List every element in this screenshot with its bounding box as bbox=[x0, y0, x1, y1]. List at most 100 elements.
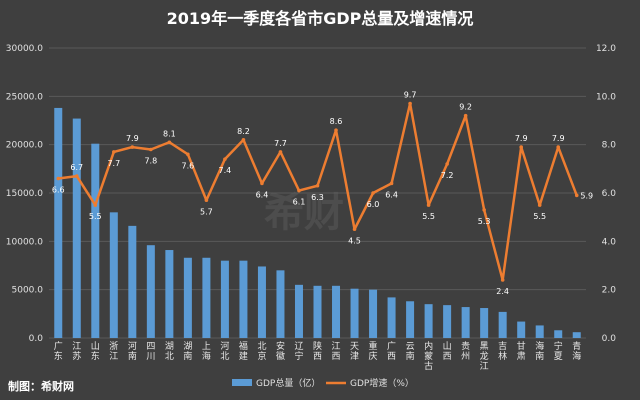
data-label: 2.4 bbox=[496, 287, 509, 296]
data-label: 7.9 bbox=[552, 134, 565, 143]
legend-line-label: GDP增速（%） bbox=[350, 377, 414, 389]
bar bbox=[313, 285, 322, 338]
data-label: 7.7 bbox=[274, 139, 287, 148]
data-label: 6.3 bbox=[311, 193, 324, 202]
line-point bbox=[389, 181, 394, 186]
category-label: 重庆 bbox=[369, 340, 378, 362]
bar bbox=[498, 311, 507, 338]
category-label: 江西 bbox=[332, 341, 341, 362]
category-label: 云南 bbox=[406, 342, 415, 362]
line-point bbox=[315, 183, 320, 188]
data-label: 7.9 bbox=[515, 134, 528, 143]
line-series: 6.6 6.7 5.5 7.7 7.9 7.8 8.1 7.6 5.7 7.4 8.2 6.4 7.7 6… bbox=[52, 91, 593, 296]
bar bbox=[72, 118, 81, 338]
category-label: 湖南 bbox=[183, 341, 192, 362]
category-label: 陕西 bbox=[313, 340, 322, 362]
category-label: 山西 bbox=[443, 341, 452, 362]
line-point bbox=[334, 128, 338, 132]
bar bbox=[369, 289, 378, 338]
line-point bbox=[426, 203, 431, 207]
line-point bbox=[278, 150, 283, 154]
bar bbox=[294, 284, 303, 338]
line-point bbox=[352, 227, 357, 232]
legend-bar-swatch bbox=[232, 379, 252, 386]
line-point bbox=[241, 138, 246, 142]
line-point bbox=[204, 198, 209, 203]
data-label: 9.2 bbox=[459, 103, 472, 112]
line-point bbox=[371, 191, 375, 195]
bar bbox=[572, 332, 581, 338]
line-point bbox=[574, 193, 579, 198]
line-point bbox=[482, 208, 486, 212]
data-label: 8.6 bbox=[330, 117, 343, 126]
line-point bbox=[167, 140, 172, 145]
bar bbox=[109, 212, 118, 338]
line-point bbox=[463, 113, 468, 118]
watermark: 希财 bbox=[264, 190, 344, 236]
category-label: 宁夏 bbox=[554, 340, 563, 362]
bar bbox=[183, 257, 192, 338]
data-label: 5.7 bbox=[200, 207, 213, 216]
line-point bbox=[149, 147, 153, 152]
data-label: 6.4 bbox=[385, 190, 398, 199]
credit-text: 制图：希财网 bbox=[8, 379, 74, 393]
line-point bbox=[260, 181, 264, 186]
y-left-tick: 5000.0 bbox=[12, 286, 44, 296]
data-label: 4.5 bbox=[348, 236, 361, 245]
category-label: 福建 bbox=[239, 340, 248, 362]
line-point bbox=[297, 188, 301, 193]
line-point bbox=[130, 145, 135, 149]
y-axis-right: 0.0 2.0 4.0 6.0 8.0 10.0 12.0 bbox=[596, 44, 616, 344]
data-label: 8.1 bbox=[163, 129, 176, 138]
legend-bar-label: GDP总量（亿） bbox=[256, 377, 320, 389]
data-label: 5.3 bbox=[478, 217, 491, 226]
y-right-tick: 12.0 bbox=[596, 44, 616, 54]
category-label: 河南 bbox=[128, 340, 137, 362]
category-label: 贵州 bbox=[461, 340, 470, 362]
data-label: 6.4 bbox=[256, 190, 269, 199]
bar-series bbox=[54, 107, 581, 338]
data-label: 7.9 bbox=[126, 134, 139, 143]
category-label: 辽宁 bbox=[294, 341, 303, 362]
y-right-tick: 4.0 bbox=[602, 237, 617, 247]
line-point bbox=[74, 174, 79, 178]
category-label: 海南 bbox=[535, 340, 544, 362]
category-label: 甘肃 bbox=[517, 340, 526, 362]
category-label: 天津 bbox=[350, 342, 359, 362]
y-left-tick: 10000.0 bbox=[6, 237, 43, 247]
bar bbox=[220, 260, 229, 338]
line-point bbox=[408, 101, 412, 106]
data-label: 6.0 bbox=[367, 200, 380, 209]
bar bbox=[54, 107, 63, 338]
category-label: 广东 bbox=[54, 340, 63, 362]
line-point bbox=[519, 145, 523, 149]
data-label: 7.6 bbox=[182, 161, 195, 170]
bar bbox=[480, 308, 489, 338]
y-left-tick: 30000.0 bbox=[6, 44, 43, 54]
category-label: 青海 bbox=[572, 340, 581, 362]
category-label: 内蒙古 bbox=[424, 340, 433, 372]
chart-title: 2019年一季度各省市GDP总量及增速情况 bbox=[167, 9, 474, 28]
bar bbox=[350, 288, 359, 338]
watermark-text: 希财 bbox=[264, 190, 344, 236]
y-right-tick: 10.0 bbox=[596, 92, 616, 102]
y-right-tick: 2.0 bbox=[602, 286, 617, 296]
y-left-tick: 15000.0 bbox=[6, 189, 43, 199]
line-point bbox=[223, 157, 227, 161]
data-label: 7.7 bbox=[107, 159, 120, 168]
line-point bbox=[556, 145, 561, 149]
y-right-tick: 8.0 bbox=[602, 141, 617, 151]
bar bbox=[202, 257, 211, 338]
y-right-tick: 6.0 bbox=[602, 189, 617, 199]
category-label: 河北 bbox=[220, 340, 229, 362]
bar bbox=[406, 301, 415, 338]
legend: GDP总量（亿） GDP增速（%） bbox=[232, 377, 414, 389]
y-left-tick: 0.0 bbox=[29, 334, 44, 344]
data-label: 7.4 bbox=[219, 166, 232, 175]
data-label: 5.5 bbox=[422, 212, 435, 221]
data-label: 8.2 bbox=[237, 127, 250, 136]
bar bbox=[517, 321, 526, 338]
y-left-tick: 25000.0 bbox=[6, 92, 43, 102]
category-label: 浙江 bbox=[109, 340, 118, 362]
